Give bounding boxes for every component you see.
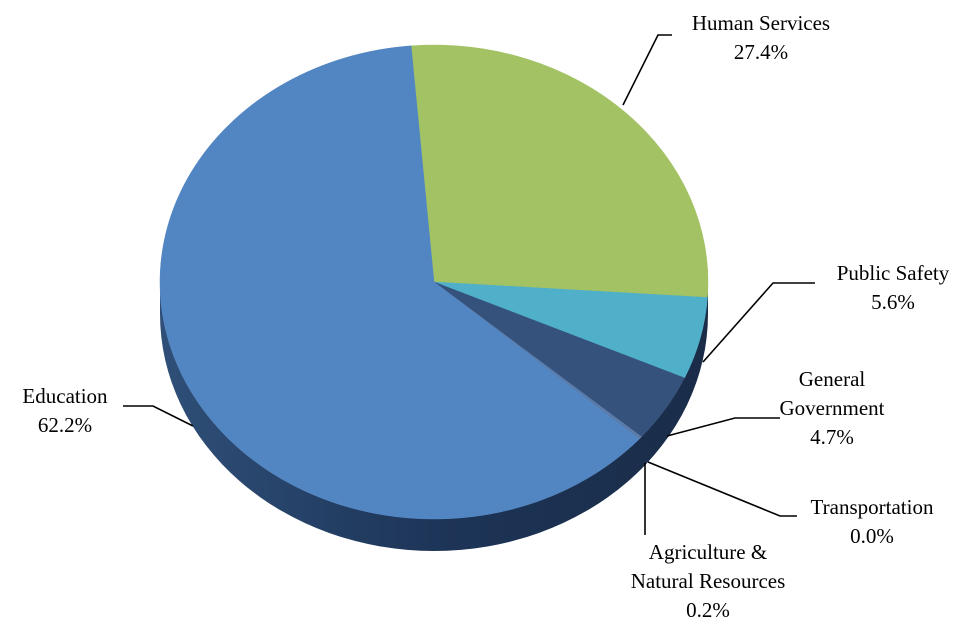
leader-line-general-government (666, 417, 780, 437)
label-transportation-value: 0.0% (850, 524, 894, 548)
slice-labels: Human Services 27.4% Public Safety 5.6% … (22, 11, 949, 622)
leader-lines (123, 34, 815, 535)
leader-line-transportation (647, 461, 797, 517)
label-education-value: 62.2% (38, 413, 92, 437)
pie-slice-education (159, 45, 640, 520)
label-agriculture-value: 0.2% (686, 598, 730, 622)
label-transportation-name: Transportation (811, 495, 934, 519)
pie-slice-human-services (410, 44, 709, 298)
label-general-government-value: 4.7% (810, 425, 854, 449)
label-public-safety-value: 5.6% (871, 290, 915, 314)
leader-line-education (123, 405, 194, 427)
label-general-government-name-line1: General (799, 367, 866, 391)
label-general-government-name-line2: Government (780, 396, 885, 420)
label-human-services-name: Human Services (692, 11, 830, 35)
label-public-safety-name: Public Safety (837, 261, 950, 285)
leader-line-human-services (622, 34, 672, 106)
pie-slices (159, 44, 709, 520)
label-agriculture-name-line1: Agriculture & (649, 540, 767, 564)
label-agriculture-name-line2: Natural Resources (631, 569, 786, 593)
label-education-name: Education (22, 384, 108, 408)
label-human-services-value: 27.4% (734, 40, 788, 64)
leader-line-public-safety (702, 282, 815, 363)
